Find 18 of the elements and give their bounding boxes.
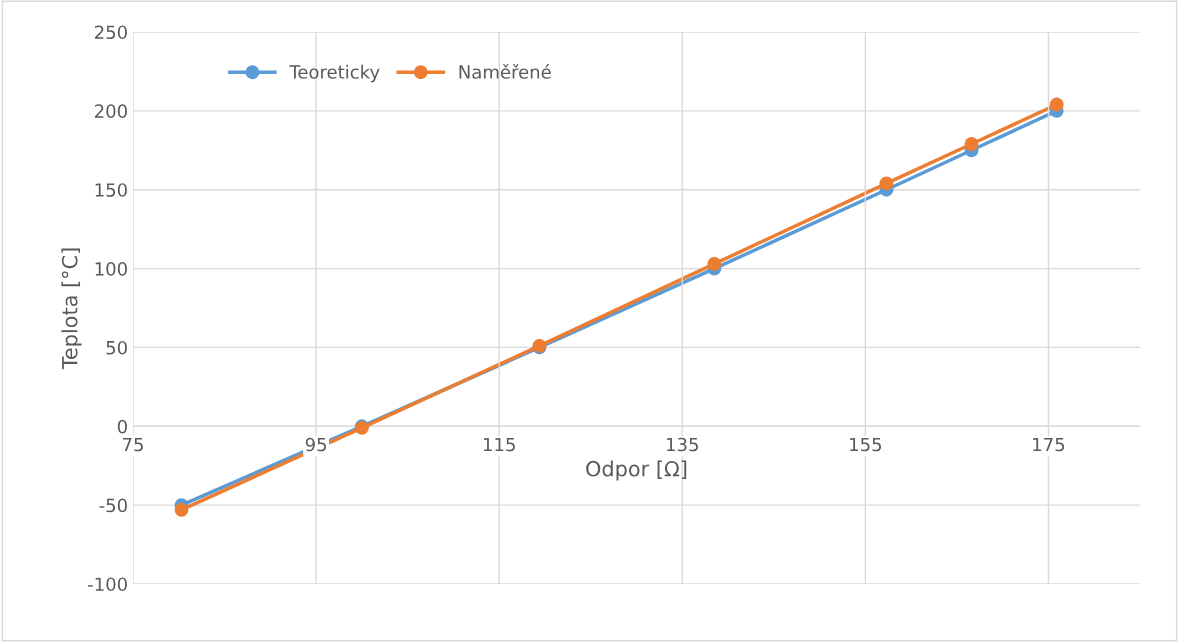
y-tick-label: 50 (106, 340, 127, 355)
y-tick-label: 200 (95, 104, 127, 118)
x-axis-title: Odpor [Ω] (586, 460, 687, 481)
legend-label: Naměřené (459, 64, 551, 79)
x-tick-label: 95 (305, 437, 326, 452)
y-tick-label: 0 (117, 419, 127, 434)
y-tick-label: -100 (88, 577, 127, 592)
y-tick-label: -50 (99, 498, 127, 513)
y-tick-label: 150 (95, 183, 127, 197)
legend-label: Teoreticky (289, 64, 380, 83)
x-tick-label: 135 (667, 437, 698, 452)
y-axis-title: Teplota [°C] (61, 248, 82, 370)
x-tick-label: 75 (122, 437, 143, 452)
x-tick-label: 115 (483, 437, 515, 452)
y-tick-label: 100 (95, 262, 127, 276)
x-tick-label: 155 (850, 437, 882, 452)
x-tick-label: 175 (1033, 437, 1065, 452)
y-tick-label: 250 (95, 25, 127, 40)
